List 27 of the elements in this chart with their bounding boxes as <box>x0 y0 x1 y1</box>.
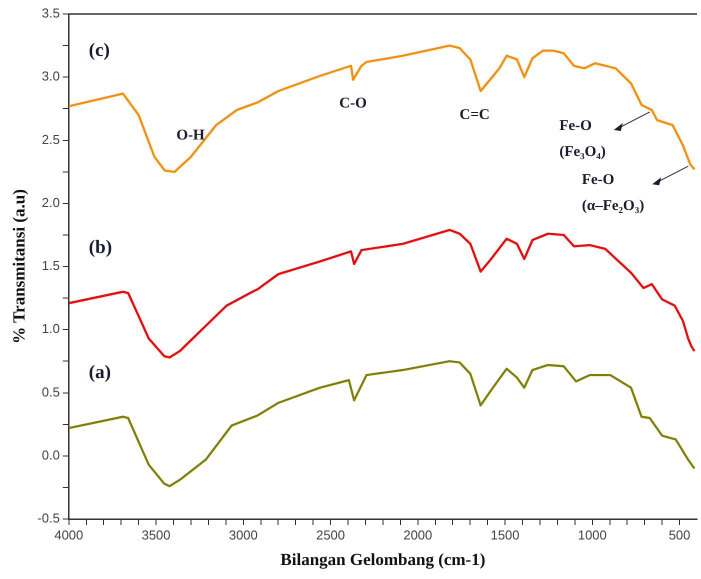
y-tick-label: 3.5 <box>42 6 60 21</box>
y-tick-label: 0.5 <box>42 384 60 400</box>
y-tick-label: -0.5 <box>37 510 60 526</box>
x-tick-label: 2000 <box>403 527 432 542</box>
series-label: (b) <box>88 237 112 258</box>
x-axis-title: Bilangan Gelombang (cm-1) <box>280 550 486 570</box>
y-tick-label: 3.0 <box>42 68 60 84</box>
series-label: (c) <box>88 40 110 62</box>
y-tick-label: 1.5 <box>42 258 60 274</box>
annotation: Fe-O (α–Fe₂O₃) <box>582 172 644 214</box>
series-label: (a) <box>88 362 111 384</box>
x-tick-label: 4000 <box>54 527 84 542</box>
annotation: O-H <box>176 128 206 144</box>
y-tick-label: 2.0 <box>42 194 60 210</box>
y-tick-label: 1.0 <box>42 321 60 336</box>
x-tick-label: 1500 <box>490 527 520 542</box>
x-tick-label: 2500 <box>316 527 346 542</box>
y-tick-label: 0.0 <box>42 447 60 462</box>
annotation: Fe-O (Fe₃O₄) <box>559 118 606 160</box>
x-tick-label: 500 <box>668 527 690 542</box>
x-tick-label: 3500 <box>142 527 171 542</box>
y-tick-label: 2.5 <box>42 132 60 147</box>
x-tick-label: 3000 <box>228 527 258 542</box>
annotation: C-O <box>339 96 367 112</box>
y-axis-title: % Transmitansi (a.u) <box>10 189 29 344</box>
x-tick-label: 1000 <box>578 527 607 542</box>
annotation: C=C <box>460 106 490 123</box>
